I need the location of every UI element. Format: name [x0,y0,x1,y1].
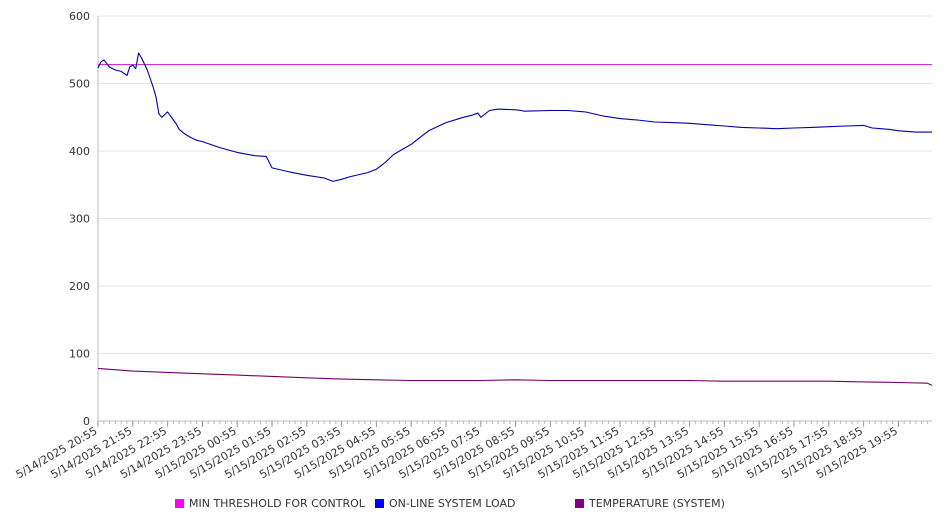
x-axis: 5/14/2025 20:555/14/2025 21:555/14/2025 … [14,420,932,481]
y-tick-label: 200 [69,280,90,293]
legend-item-min-threshold: MIN THRESHOLD FOR CONTROL [175,497,365,510]
y-tick-label: 100 [69,348,90,361]
legend-item-online-load: ON-LINE SYSTEM LOAD [375,497,515,510]
legend-swatch-min-threshold [175,499,184,508]
y-axis: 0 100 200 300 400 500 600 [69,10,99,428]
series-lines [97,52,933,386]
legend-label-min-threshold: MIN THRESHOLD FOR CONTROL [189,497,365,510]
series-line-online-load [97,52,932,182]
legend-swatch-temperature [575,499,584,508]
y-tick-label: 400 [69,145,90,158]
legend-swatch-online-load [375,499,384,508]
legend: MIN THRESHOLD FOR CONTROL ON-LINE SYSTEM… [0,497,946,515]
y-tick-label: 0 [83,415,90,428]
y-tick-label: 600 [69,10,90,23]
y-tick-label: 500 [69,78,90,91]
grid-lines [98,15,932,354]
legend-item-temperature: TEMPERATURE (SYSTEM) [575,497,725,510]
y-tick-label: 300 [69,213,90,226]
legend-label-online-load: ON-LINE SYSTEM LOAD [389,497,516,510]
series-line-temperature [97,367,933,386]
legend-label-temperature: TEMPERATURE (SYSTEM) [589,497,725,510]
